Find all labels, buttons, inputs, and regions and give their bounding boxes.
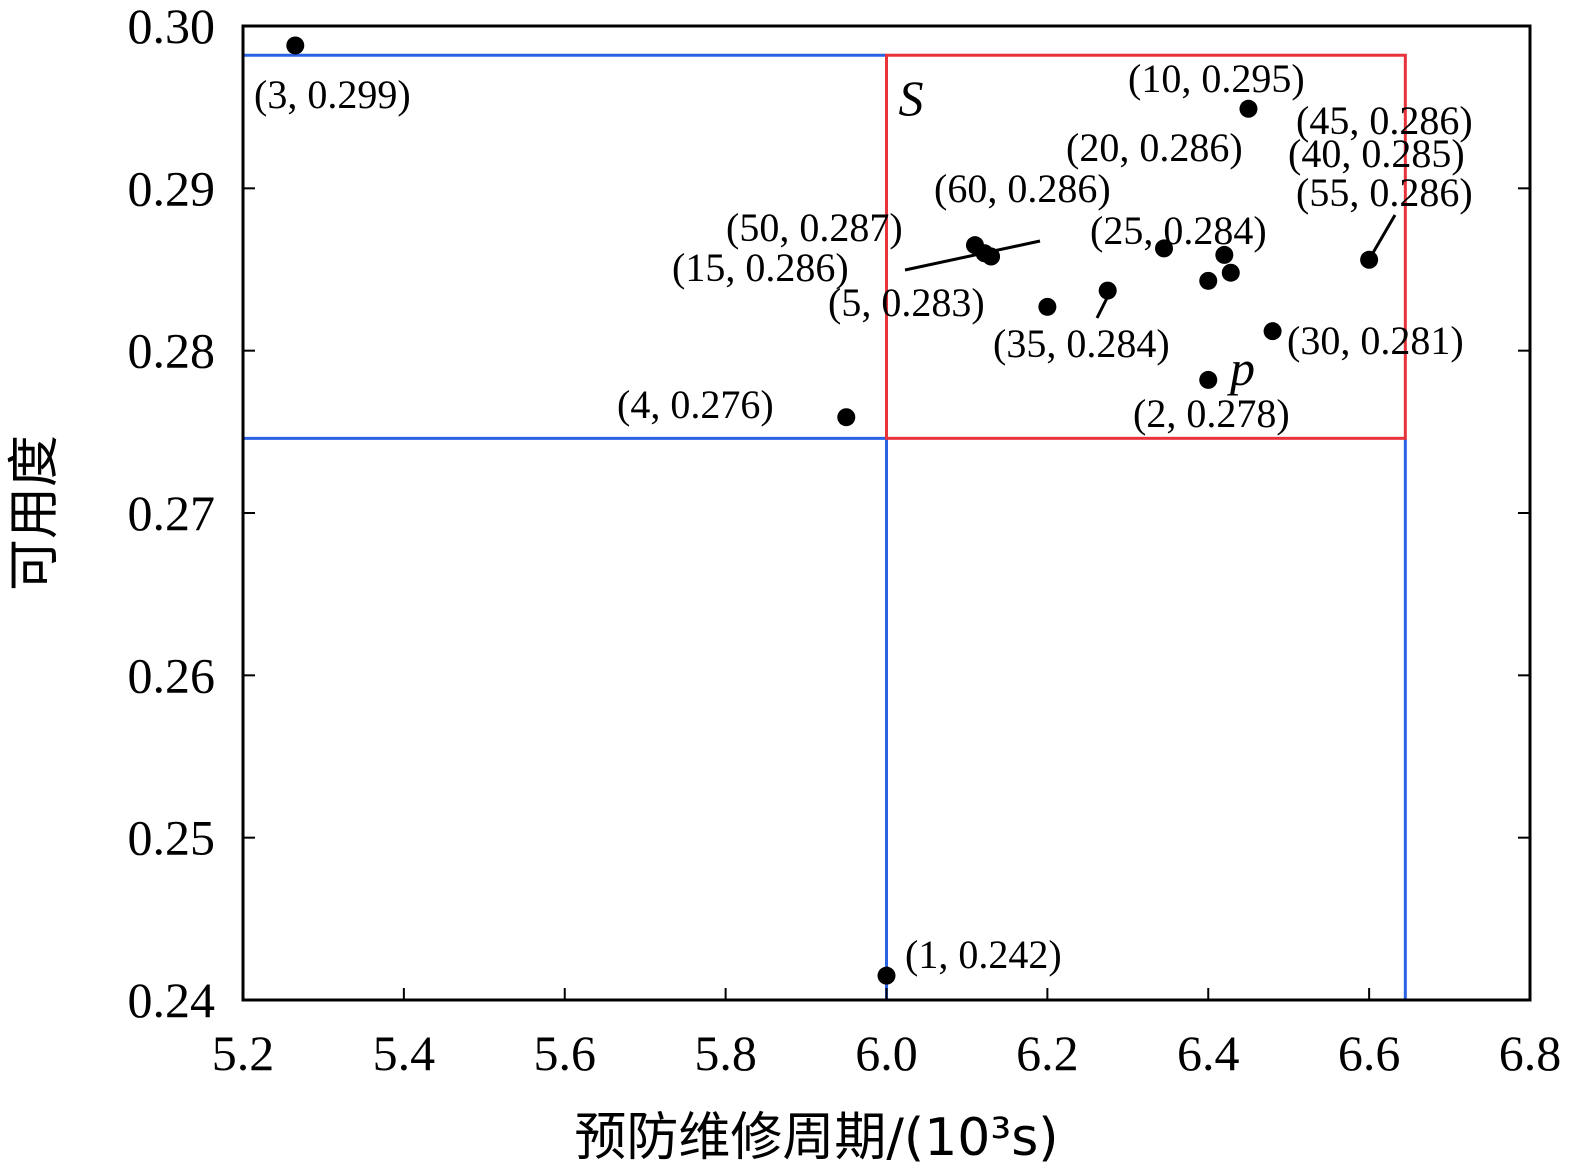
data-point <box>1263 322 1282 341</box>
data-point <box>877 966 896 985</box>
data-point-label: (2, 0.278) <box>1133 391 1290 436</box>
x-axis-title: 预防维修周期/(10³s) <box>574 1108 1058 1168</box>
data-point <box>1360 250 1379 269</box>
data-point <box>1098 281 1117 300</box>
data-point-label: (25, 0.284) <box>1090 208 1267 253</box>
data-point <box>975 244 994 263</box>
data-point-label: (35, 0.284) <box>993 321 1170 366</box>
data-point-label: (1, 0.242) <box>905 932 1062 977</box>
data-point <box>1199 271 1218 290</box>
data-point <box>1038 297 1057 316</box>
data-point-label: (3, 0.299) <box>254 72 411 117</box>
data-point-label: (20, 0.286) <box>1066 125 1243 170</box>
x-tick-label: 5.2 <box>212 1025 275 1081</box>
point-labels: (1, 0.242) (2, 0.278) (3, 0.299) (4, 0.276)… <box>254 56 1473 977</box>
x-tick-label: 6.4 <box>1177 1025 1240 1081</box>
highlight-regions <box>885 53 1407 440</box>
y-tick-label: 0.24 <box>128 972 216 1028</box>
data-point-label: (30, 0.281) <box>1287 318 1464 363</box>
x-tick-label: 6.2 <box>1016 1025 1079 1081</box>
data-point-label: (60, 0.286) <box>934 166 1111 211</box>
x-tick-label: 6.6 <box>1338 1025 1401 1081</box>
y-tick-label: 0.25 <box>128 810 216 866</box>
data-point-label: (50, 0.287) <box>726 205 903 250</box>
leader-line <box>1095 295 1110 319</box>
y-tick-label: 0.27 <box>128 485 216 541</box>
data-points <box>286 36 1379 985</box>
data-point <box>1239 99 1258 118</box>
x-tick-label: 6.8 <box>1499 1025 1562 1081</box>
data-point-label: (4, 0.276) <box>617 382 774 427</box>
y-axis-title: 可用度 <box>5 435 65 591</box>
y-tick-label: 0.28 <box>128 323 216 379</box>
region-s-box <box>885 53 1407 440</box>
leader-lines <box>904 214 1397 319</box>
axis-ticks: 5.2 5.4 5.6 5.8 6.0 6.2 6.4 6.6 6.8 0.24 0.25 0.26 0… <box>128 0 1562 1081</box>
point-annotation-p: p <box>1227 340 1255 396</box>
reference-lines <box>243 53 1407 1000</box>
data-point-label: (45, 0.286) <box>1296 98 1473 143</box>
data-point-label: (10, 0.295) <box>1128 56 1305 101</box>
data-point <box>1215 245 1234 264</box>
data-point-label: (55, 0.286) <box>1296 170 1473 215</box>
data-point <box>1221 263 1240 282</box>
data-point-label: (5, 0.283) <box>828 280 985 325</box>
leader-line <box>904 239 1041 272</box>
x-tick-label: 5.6 <box>534 1025 597 1081</box>
leader-line <box>1368 214 1397 259</box>
region-label-s: S <box>899 70 924 126</box>
y-tick-label: 0.26 <box>128 647 216 703</box>
x-tick-label: 6.0 <box>855 1025 918 1081</box>
data-point-label: (40, 0.285) <box>1288 131 1465 176</box>
data-point <box>286 36 305 55</box>
x-tick-label: 5.8 <box>694 1025 757 1081</box>
data-point <box>1155 239 1174 258</box>
data-point-label: (15, 0.286) <box>672 245 849 290</box>
y-tick-label: 0.29 <box>128 160 216 216</box>
data-point <box>1199 370 1218 389</box>
y-tick-label: 0.30 <box>128 0 216 54</box>
data-point <box>837 408 856 427</box>
x-tick-label: 5.4 <box>373 1025 436 1081</box>
